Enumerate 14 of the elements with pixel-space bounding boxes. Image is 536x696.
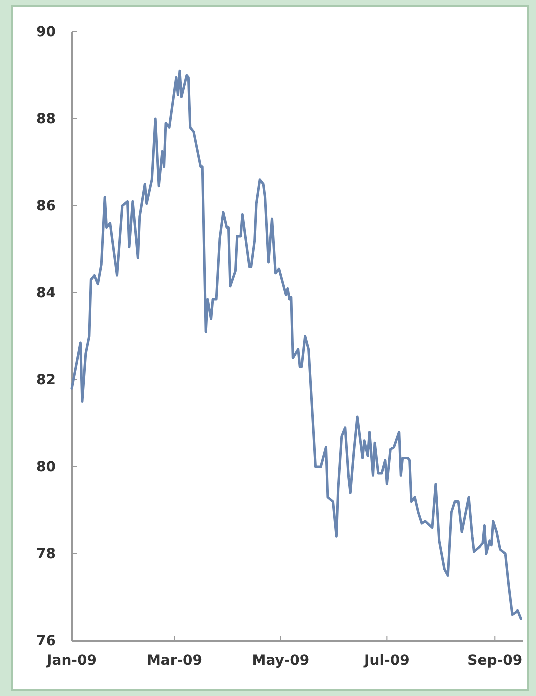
y-tick-label: 82 — [36, 372, 56, 388]
y-tick-label: 84 — [36, 285, 56, 302]
x-tick-label: Jan-09 — [46, 652, 97, 669]
y-tick-label: 78 — [36, 546, 56, 562]
x-tick-label: Mar-09 — [146, 652, 203, 669]
x-tick-label: Sep-09 — [468, 652, 523, 669]
y-tick-label: 86 — [36, 198, 56, 214]
y-tick-label: 76 — [36, 633, 56, 650]
y-tick-label: 80 — [36, 459, 56, 476]
x-tick-label: May-09 — [252, 652, 310, 669]
line-series — [70, 70, 523, 620]
y-tick-label: 88 — [36, 111, 56, 128]
x-tick-label: Jul-09 — [364, 652, 410, 669]
y-tick-label: 90 — [36, 24, 56, 40]
